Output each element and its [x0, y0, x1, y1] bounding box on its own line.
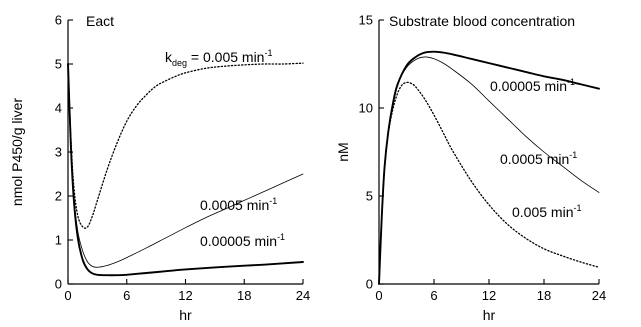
x-tick-label: 24 — [296, 288, 310, 303]
x-tick-label: 12 — [178, 288, 192, 303]
series-label-exp: -1 — [569, 150, 577, 160]
x-tick-label: 0 — [64, 288, 71, 303]
x-tick-label: 12 — [482, 288, 496, 303]
series-label-rate: 0.005 min — [512, 204, 573, 220]
series-line-thin — [378, 56, 600, 285]
series-label-rate: 0.00005 min — [200, 233, 277, 249]
y-tick-label: 4 — [55, 101, 62, 116]
x-tick-label: 0 — [375, 288, 382, 303]
series-label: 0.005 min-1 — [512, 203, 582, 220]
x-tick-label: 18 — [237, 288, 251, 303]
y-axis-title: nM — [335, 142, 351, 161]
y-tick-label: 3 — [55, 145, 62, 160]
chart-title: Substrate blood concentration — [389, 13, 575, 29]
y-tick-label: 5 — [55, 57, 62, 72]
series-label-exp: -1 — [269, 196, 277, 206]
series-label-rate: 0.0005 min — [500, 151, 569, 167]
y-tick-label: 10 — [359, 101, 373, 116]
series-label: 0.00005 min-1 — [490, 77, 575, 94]
series-label-exp: -1 — [567, 77, 575, 87]
y-tick-label: 0 — [366, 277, 373, 292]
x-tick-label: 6 — [430, 288, 437, 303]
series-label-rate: = 0.005 min — [187, 49, 264, 65]
y-tick-label: 2 — [55, 189, 62, 204]
x-tick-label: 24 — [592, 288, 606, 303]
x-tick-label: 6 — [123, 288, 130, 303]
series-label-sub: deg — [172, 58, 187, 68]
series-label-prefix: k — [165, 49, 173, 65]
y-axis-title: nmol P450/g liver — [9, 98, 25, 207]
series-line-dotted — [378, 81, 600, 285]
y-tick-label: 1 — [55, 233, 62, 248]
series-label-rate: 0.0005 min — [200, 197, 269, 213]
series-line-dotted — [67, 62, 304, 229]
y-tick-label: 15 — [359, 13, 373, 28]
x-axis-title: hr — [179, 307, 192, 323]
y-tick-label: 0 — [55, 277, 62, 292]
x-axis-title: hr — [483, 307, 496, 323]
series-label: 0.0005 min-1 — [200, 196, 277, 213]
series-label-exp: -1 — [264, 48, 272, 58]
series-label: 0.00005 min-1 — [200, 232, 285, 249]
y-tick-label: 5 — [366, 189, 373, 204]
series-line-thick — [67, 63, 304, 277]
series-label: 0.0005 min-1 — [500, 150, 577, 167]
series-label: kdeg = 0.005 min-1 — [165, 48, 272, 68]
series-label-exp: -1 — [277, 232, 285, 242]
series-label-rate: 0.00005 min — [490, 78, 567, 94]
x-tick-label: 18 — [537, 288, 551, 303]
chart-title: Eact — [86, 13, 114, 29]
series-label-exp: -1 — [573, 203, 581, 213]
y-tick-label: 6 — [55, 13, 62, 28]
chart-panel-right: 0 5 10 15 0 6 12 18 24 hr nM Substrate blood concen… — [335, 13, 606, 324]
